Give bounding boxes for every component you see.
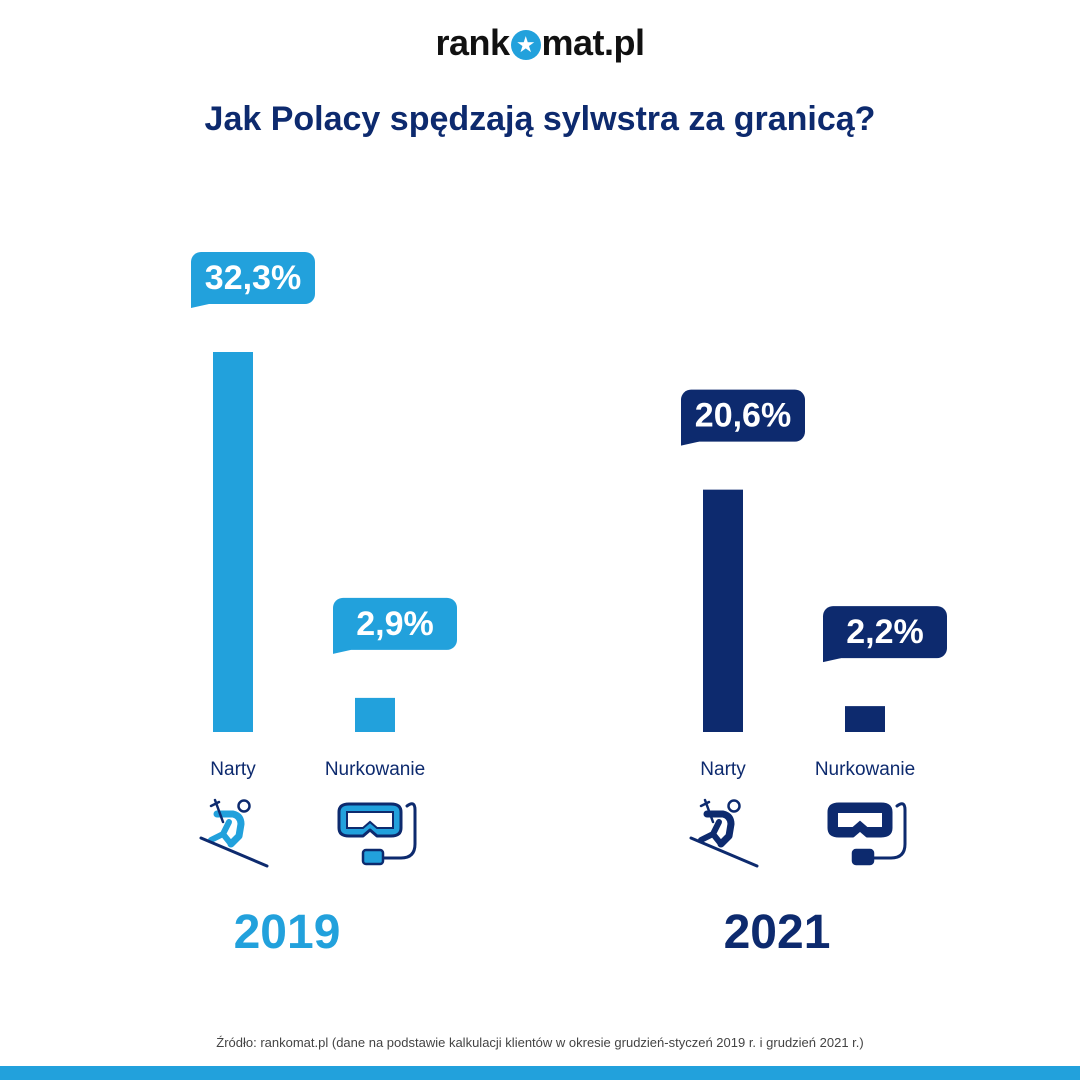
skier-body bbox=[703, 810, 735, 848]
value-bubble-tail bbox=[191, 292, 209, 308]
ski bbox=[199, 836, 269, 868]
brand-logo: rank ★ mat.pl bbox=[0, 22, 1080, 64]
data-label: 2,9% bbox=[356, 605, 434, 643]
diving-mask-icon bbox=[827, 802, 907, 866]
bar-2021-narty bbox=[703, 489, 743, 732]
source-note: Źródło: rankomat.pl (dane na podstawie k… bbox=[216, 1035, 864, 1050]
mask-lens bbox=[346, 811, 394, 829]
value-bubble bbox=[191, 252, 315, 304]
bar-2019-narty bbox=[213, 352, 253, 732]
snorkel-tube bbox=[381, 802, 417, 860]
star-icon: ★ bbox=[510, 30, 541, 60]
value-bubble-tail bbox=[681, 429, 699, 446]
data-label: 2,2% bbox=[846, 613, 924, 651]
mask-lens bbox=[836, 811, 884, 829]
page-title: Jak Polacy spędzają sylwstra za granicą? bbox=[204, 100, 876, 138]
ski-pole bbox=[209, 798, 225, 824]
skier-legs bbox=[698, 819, 724, 847]
value-bubble bbox=[823, 606, 947, 659]
skier-icon bbox=[689, 798, 759, 868]
snorkel-mouthpiece bbox=[361, 848, 385, 866]
ski-pole bbox=[699, 798, 715, 824]
value-bubble-tail bbox=[823, 646, 841, 663]
snorkel-tube bbox=[871, 802, 907, 860]
brand-name-end: mat.pl bbox=[541, 22, 646, 63]
brand-name-start: rank bbox=[435, 22, 510, 63]
diving-mask-icon bbox=[337, 802, 417, 866]
skier-icon bbox=[199, 798, 269, 868]
bar-2021-nurkowanie bbox=[845, 706, 885, 732]
year-label: 2019 bbox=[234, 906, 341, 959]
category-label: Nurkowanie bbox=[325, 759, 425, 780]
skier-legs bbox=[208, 819, 234, 847]
category-label: Narty bbox=[210, 759, 256, 780]
skier-head bbox=[237, 799, 251, 813]
data-label: 32,3% bbox=[205, 259, 301, 297]
skier-head bbox=[727, 799, 741, 813]
data-label: 20,6% bbox=[695, 397, 791, 435]
value-bubble bbox=[333, 597, 457, 650]
skier-body bbox=[213, 810, 245, 848]
snorkel-mouthpiece bbox=[851, 848, 875, 866]
year-label: 2021 bbox=[724, 906, 831, 959]
value-bubble-tail bbox=[333, 637, 351, 654]
ski bbox=[689, 836, 759, 868]
category-label: Nurkowanie bbox=[815, 759, 915, 780]
bar-2019-nurkowanie bbox=[355, 697, 395, 732]
footer-bar bbox=[0, 1066, 1080, 1080]
category-label: Narty bbox=[700, 759, 746, 780]
value-bubble bbox=[681, 389, 805, 442]
